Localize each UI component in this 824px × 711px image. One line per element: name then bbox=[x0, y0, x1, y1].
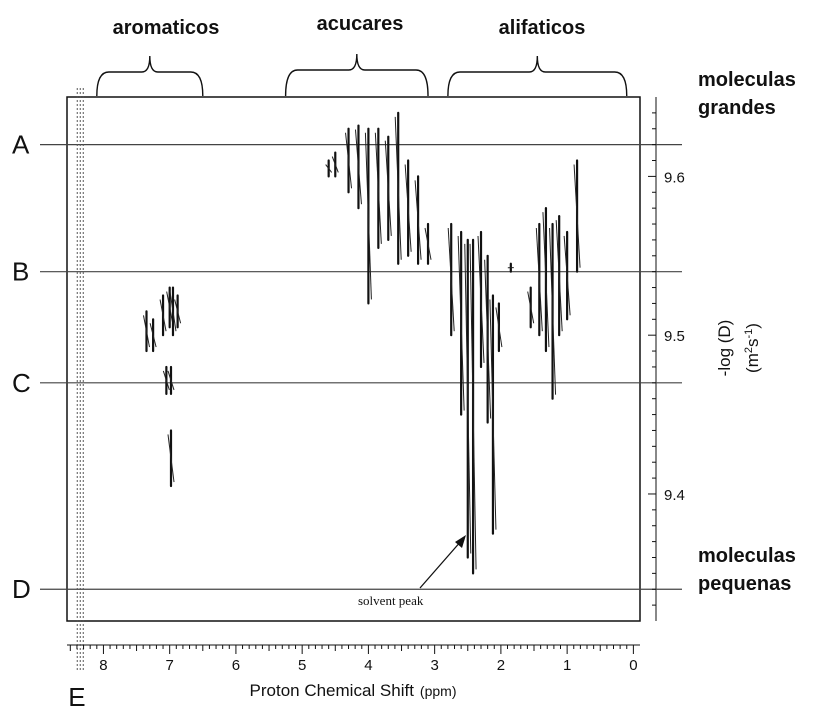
x-tick-label: 4 bbox=[364, 657, 372, 674]
peak-trace-4 bbox=[166, 291, 174, 324]
reference-label-C: C bbox=[12, 368, 31, 398]
peak-trace-3 bbox=[159, 299, 167, 332]
peak-trace-22 bbox=[457, 235, 465, 411]
reference-lines: A B C D bbox=[12, 130, 682, 604]
y-axis-unit: (m2s-1) bbox=[743, 323, 762, 373]
peak-trace-23 bbox=[464, 243, 472, 554]
region-brace-1 bbox=[96, 55, 204, 97]
plot-frame bbox=[66, 96, 641, 622]
peak-trace-5 bbox=[169, 291, 177, 332]
y-axis-ticks: 9.6 9.5 9.4 bbox=[648, 112, 685, 606]
peak-trace-1 bbox=[143, 315, 150, 348]
x-axis-ticks: 8 7 6 5 4 3 2 1 0 bbox=[69, 645, 638, 674]
side-label-large-2: grandes bbox=[698, 97, 776, 119]
peak-trace-12 bbox=[345, 132, 353, 189]
peak-trace-36 bbox=[573, 164, 581, 268]
y-axis-title: -log (D) bbox=[715, 320, 734, 377]
y-tick-label: 9.4 bbox=[664, 487, 685, 504]
peak-trace-30 bbox=[527, 291, 535, 324]
peak-trace-14 bbox=[364, 132, 372, 300]
x-tick-label: 2 bbox=[497, 657, 505, 674]
peak-trace-15 bbox=[374, 132, 382, 244]
peak-trace-34 bbox=[555, 220, 563, 332]
peak-trace-7 bbox=[162, 370, 170, 391]
region-label-alifaticos: alifaticos bbox=[499, 17, 586, 39]
x-tick-label: 3 bbox=[430, 657, 438, 674]
x-axis-title: Proton Chemical Shift (ppm) bbox=[250, 681, 457, 700]
x-tick-label: 5 bbox=[298, 657, 306, 674]
x-tick-label: 0 bbox=[629, 657, 637, 674]
peak-trace-19 bbox=[414, 180, 422, 260]
peak-trace-13 bbox=[354, 129, 362, 205]
peak-trace-18 bbox=[404, 164, 412, 252]
side-label-large-1: moleculas bbox=[698, 69, 796, 91]
region-label-aromaticos: aromaticos bbox=[113, 17, 220, 39]
peak-trace-16 bbox=[384, 140, 392, 236]
marker-label-E: E bbox=[68, 682, 85, 711]
y-tick-label: 9.5 bbox=[664, 328, 685, 345]
peak-trace-2 bbox=[149, 323, 157, 348]
peak-trace-17 bbox=[394, 116, 402, 260]
region-brace-2 bbox=[284, 53, 429, 97]
peak-trace-32 bbox=[542, 212, 550, 348]
peak-trace-35 bbox=[563, 235, 571, 316]
peak-trace-25 bbox=[477, 235, 485, 363]
x-tick-label: 6 bbox=[232, 657, 240, 674]
annotation-solvent-peak: solvent peak bbox=[358, 593, 424, 608]
peak-trace-27 bbox=[489, 299, 497, 530]
peak-trace-24 bbox=[469, 243, 477, 570]
peak-trace-6 bbox=[174, 299, 182, 324]
x-tick-label: 7 bbox=[166, 657, 174, 674]
peak-trace-8 bbox=[167, 370, 175, 391]
reference-label-B: B bbox=[12, 257, 29, 287]
x-tick-label: 1 bbox=[563, 657, 571, 674]
peak-trace-20 bbox=[424, 227, 432, 260]
peak-trace-11 bbox=[331, 156, 339, 173]
region-brace-3 bbox=[447, 55, 628, 97]
vertical-marker: E bbox=[68, 88, 86, 711]
region-label-acucares: acucares bbox=[317, 13, 404, 35]
peak-trace-31 bbox=[535, 228, 543, 332]
peak-trace-21 bbox=[447, 228, 455, 332]
peak-trace-26 bbox=[484, 259, 492, 419]
peak-trace-33 bbox=[549, 228, 557, 395]
peak-trace-9 bbox=[167, 434, 175, 483]
y-tick-label: 9.6 bbox=[664, 169, 685, 186]
side-label-small-2: pequenas bbox=[698, 573, 791, 595]
x-tick-label: 8 bbox=[99, 657, 107, 674]
region-braces bbox=[96, 53, 628, 97]
annotation-arrow bbox=[419, 539, 463, 589]
reference-label-A: A bbox=[12, 130, 30, 160]
peak-trace-28 bbox=[495, 307, 503, 348]
annotation-arrowhead bbox=[455, 535, 466, 548]
peaks bbox=[143, 111, 581, 575]
side-label-small-1: moleculas bbox=[698, 545, 796, 567]
reference-label-D: D bbox=[12, 574, 31, 604]
peak-trace-10 bbox=[325, 164, 333, 173]
